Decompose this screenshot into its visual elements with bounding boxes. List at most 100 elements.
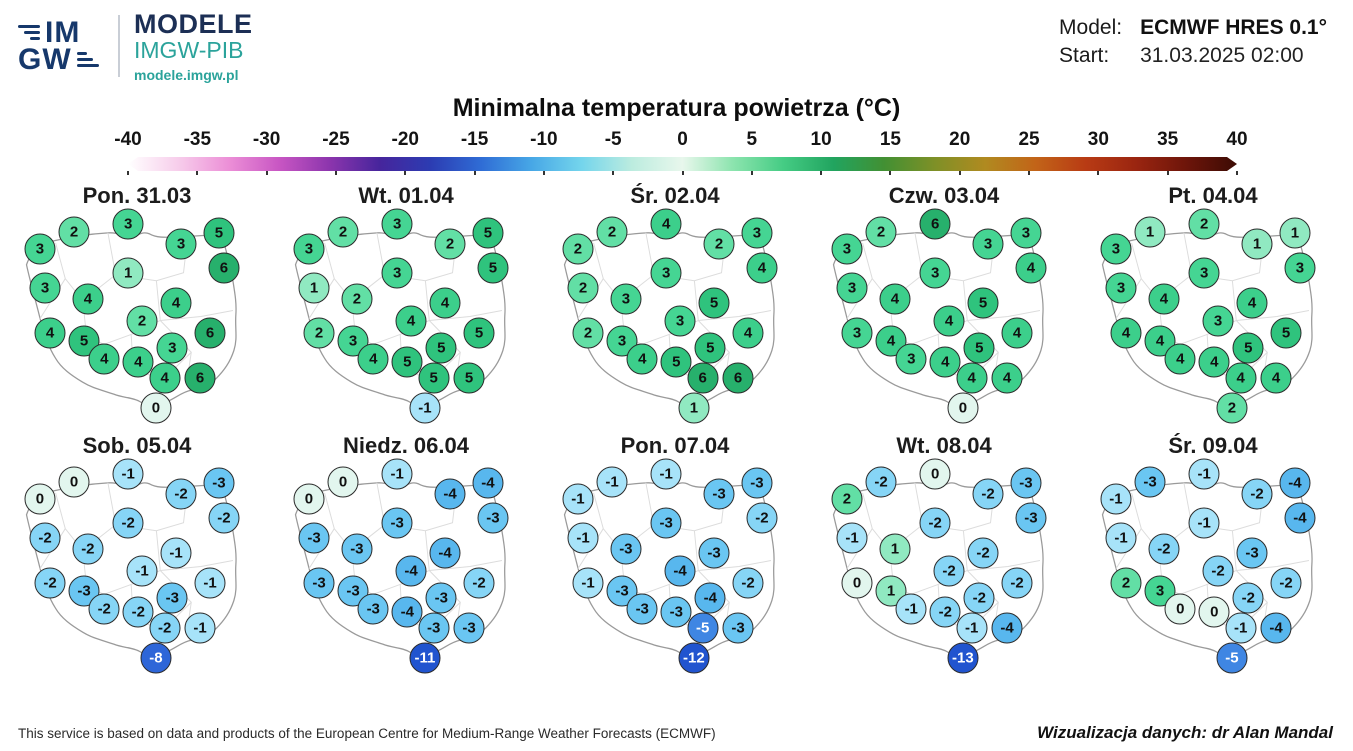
temperature-bubble: 4: [929, 346, 961, 378]
temperature-bubble: 3: [1284, 252, 1316, 284]
temperature-bubble: 4: [1164, 343, 1196, 375]
temperature-bubble: 1: [112, 257, 144, 289]
temperature-bubble: 5: [477, 252, 509, 284]
start-value: 31.03.2025 02:00: [1140, 44, 1304, 67]
temperature-bubble: -3: [156, 582, 188, 614]
temperature-bubble: 3: [895, 343, 927, 375]
temperature-bubble: 3: [1010, 217, 1042, 249]
temperature-bubble: -2: [88, 593, 120, 625]
temperature-bubble: 4: [746, 252, 778, 284]
temperature-bubble: -4: [1260, 612, 1292, 644]
brand-url-link[interactable]: modele.imgw.pl: [134, 66, 239, 83]
temperature-bubble: 4: [149, 362, 181, 394]
colorbar-tick-mark: [958, 171, 961, 175]
temperature-bubble: -2: [732, 567, 764, 599]
forecast-map-cell: Śr. 02.04 2 2 4 2 3 4 3 2 3 5 3 2 3 5 4 4 5 6 6 1: [542, 183, 808, 427]
temperature-bubble: 2: [703, 228, 735, 260]
forecast-map-cell: Śr. 09.04 -1 -3 -1 -2 -4 -4 -1 -1 -2 -3 -2 2 3 -2 -2 0 0-…: [1080, 433, 1346, 677]
forecast-map-cell: Pon. 31.03 3 2 3 3 5 6 1 3 4 4 2 4 5 3 6 4 4 4 6 0: [4, 183, 270, 427]
temperature-bubble: -3: [698, 537, 730, 569]
temperature-bubble: 0: [1164, 593, 1196, 625]
temperature-bubble: -3: [453, 612, 485, 644]
temperature-bubble: -13: [947, 642, 979, 674]
temperature-bubble: 2: [303, 317, 335, 349]
map-day-title: Pon. 07.04: [620, 433, 730, 458]
temperature-bubble: -1: [562, 483, 594, 515]
temperature-bubble: 2: [58, 216, 90, 248]
poland-map: 2 -2 0 -2 -3 -3 -2 -1 1 -2 -2 0 1 -2 -2 -1 -2 -1 -4 -13: [818, 458, 1070, 677]
imgw-logo: IM GW: [18, 18, 104, 75]
temperature-bubble: 5: [418, 362, 450, 394]
temperature-bubble: -3: [610, 533, 642, 565]
forecast-maps-grid: Pon. 31.03 3 2 3 3 5 6 1 3 4 4 2 4 5 3 6 4 4 4 6 0 Wt. 01.04 3…: [4, 183, 1349, 677]
temperature-bubble: -2: [165, 478, 197, 510]
temperature-bubble: 3: [831, 233, 863, 265]
map-day-title: Wt. 08.04: [896, 433, 992, 458]
colorbar-tick-label: -35: [183, 129, 212, 150]
colorbar-labels: -40 -35 -30 -25 -20 -15 -10 -5 0 5 10 15 20 25 30 35 40: [114, 129, 1247, 155]
visualization-credit: Wizualizacja danych: dr Alan Mandal: [1037, 723, 1333, 742]
temperature-bubble: 2: [341, 283, 373, 315]
temperature-bubble: 0: [947, 392, 979, 424]
poland-map: -1 -3 -1 -2 -4 -4 -1 -1 -2 -3 -2 2 3 -2 -2 0 0 -1 -4 -5: [1087, 458, 1339, 677]
temperature-bubble: 5: [425, 332, 457, 364]
colorbar-tick-label: 25: [1018, 129, 1040, 150]
temperature-bubble: 0: [327, 466, 359, 498]
temperature-bubble: -3: [357, 593, 389, 625]
colorbar-tick-mark: [750, 171, 753, 175]
temperature-bubble: 5: [1232, 332, 1264, 364]
map-day-title: Pt. 04.04: [1168, 183, 1258, 208]
colorbar-tick-mark: [404, 171, 407, 175]
colorbar-tick-mark: [1097, 171, 1100, 175]
colorbar: -40 -35 -30 -25 -20 -15 -10 -5 0 5 10 15 20 25 30 35 40: [114, 129, 1248, 177]
map-day-title: Niedz. 06.04: [343, 433, 469, 458]
forecast-map-cell: Wt. 01.04 3 2 3 2 5 5 3 1 2 4 4 2 3 5 5 4 5 5 5 -1: [273, 183, 539, 427]
temperature-bubble: -3: [477, 502, 509, 534]
temperature-bubble: 4: [1198, 346, 1230, 378]
temperature-bubble: -3: [303, 567, 335, 599]
poland-map: 3 2 3 2 5 5 3 1 2 4 4 2 3 5 5 4 5 5 5 -1: [280, 208, 532, 427]
forecast-map-cell: Wt. 08.04 2 -2 0 -2 -3 -3 -2 -1 1 -2 -2 0 1 -2 -2 -1 -2 -1…: [811, 433, 1077, 677]
temperature-bubble: -2: [929, 596, 961, 628]
temperature-bubble: -4: [991, 612, 1023, 644]
temperature-bubble: -4: [694, 582, 726, 614]
temperature-bubble: 2: [1216, 392, 1248, 424]
colorbar-tick-mark: [196, 171, 199, 175]
temperature-bubble: 5: [463, 317, 495, 349]
temperature-bubble: -2: [149, 612, 181, 644]
temperature-bubble: -2: [865, 466, 897, 498]
temperature-bubble: 5: [453, 362, 485, 394]
temperature-bubble: -3: [298, 522, 330, 554]
temperature-bubble: 0: [1198, 596, 1230, 628]
colorbar-tick-label: -5: [604, 129, 622, 150]
temperature-bubble: 6: [194, 317, 226, 349]
temperature-bubble: -2: [29, 522, 61, 554]
temperature-bubble: -2: [1148, 533, 1180, 565]
temperature-bubble: 4: [395, 305, 427, 337]
temperature-bubble: 3: [1202, 305, 1234, 337]
temperature-bubble: -3: [425, 582, 457, 614]
temperature-bubble: 5: [68, 325, 100, 357]
forecast-map-cell: Pon. 07.04 -1 -1 -1 -3 -3 -2 -3 -1 -3 -3 -4 -1 -3 -4 -2…: [542, 433, 808, 677]
start-label: Start:: [1059, 44, 1110, 67]
temperature-bubble: 4: [88, 343, 120, 375]
temperature-bubble: 4: [1015, 252, 1047, 284]
temperature-bubble: -2: [1202, 555, 1234, 587]
temperature-bubble: 4: [429, 287, 461, 319]
temperature-bubble: -1: [1225, 612, 1257, 644]
temperature-bubble: 1: [298, 272, 330, 304]
forecast-map-cell: Czw. 03.04 3 2 6 3 3 4 3 3 4 5 4 3 4 5 4 3 4 4 4 0: [811, 183, 1077, 427]
map-day-title: Pon. 31.03: [82, 183, 192, 208]
model-info: Model: ECMWF HRES 0.1° Start: 31.03.2025…: [1059, 10, 1327, 68]
map-day-title: Wt. 01.04: [358, 183, 454, 208]
temperature-bubble: -2: [1270, 567, 1302, 599]
temperature-bubble: -4: [429, 537, 461, 569]
temperature-bubble: 4: [933, 305, 965, 337]
temperature-bubble: -3: [203, 467, 235, 499]
temperature-bubble: -12: [678, 642, 710, 674]
temperature-bubble: -3: [341, 533, 373, 565]
footer: This service is based on data and produc…: [18, 723, 1333, 743]
temperature-bubble: 3: [112, 208, 144, 240]
